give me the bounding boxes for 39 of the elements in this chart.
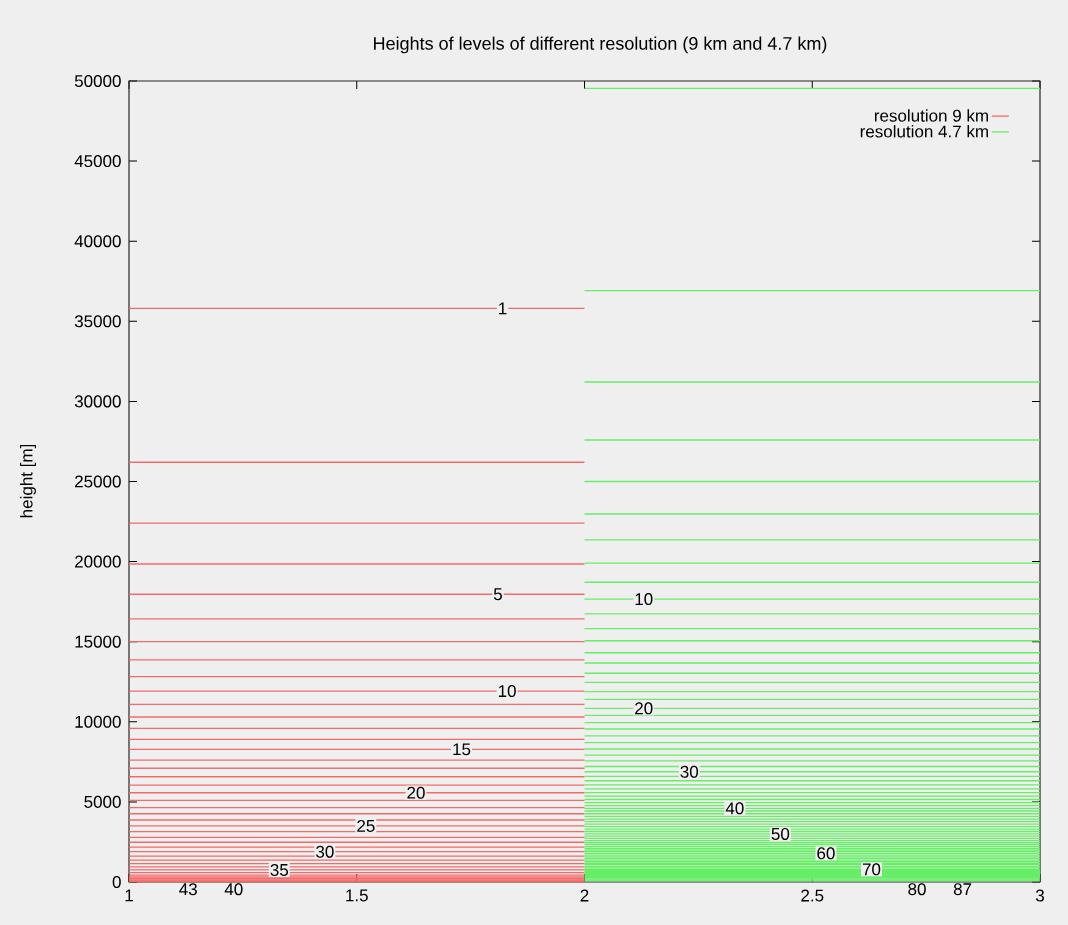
legend-label: resolution 4.7 km <box>860 125 988 138</box>
annotation: 20 <box>635 702 653 715</box>
annotation: 20 <box>407 786 425 799</box>
annotation: 60 <box>817 847 835 860</box>
annotation: 35 <box>270 863 289 876</box>
annotation: 43 <box>179 883 197 896</box>
annotation: 80 <box>908 883 926 896</box>
y-tick-label: 40000 <box>74 235 121 248</box>
annotation: 30 <box>316 845 334 858</box>
x-tick-label: 1 <box>125 889 133 902</box>
y-tick-label: 5000 <box>84 795 121 808</box>
y-tick-label: 45000 <box>74 155 121 168</box>
annotation: 10 <box>635 593 653 606</box>
annotation: 87 <box>953 883 972 896</box>
x-tick-label: 3 <box>1035 889 1044 902</box>
annotation: 15 <box>453 743 471 756</box>
legend-label: resolution 9 km <box>874 109 988 122</box>
annotation: 1 <box>499 302 507 315</box>
x-tick-label: 1.5 <box>346 889 368 902</box>
x-tick-label: 2.5 <box>801 889 824 902</box>
annotation: 5 <box>493 588 502 601</box>
y-tick-label: 50000 <box>74 74 121 88</box>
y-tick-label: 30000 <box>74 395 121 408</box>
y-tick-label: 15000 <box>75 635 121 648</box>
annotation: 40 <box>725 802 744 815</box>
y-tick-label: 20000 <box>75 555 121 568</box>
x-tick-label: 2 <box>580 889 589 902</box>
y-tick-label: 25000 <box>75 475 121 488</box>
annotation: 50 <box>771 827 790 840</box>
annotation: 30 <box>680 765 699 778</box>
y-tick-label: 0 <box>112 875 121 889</box>
y-tick-label: 35000 <box>74 315 121 328</box>
annotation: 40 <box>224 883 243 896</box>
annotation: 70 <box>862 863 881 876</box>
annotation: 10 <box>498 685 516 698</box>
y-tick-label: 10000 <box>75 715 121 728</box>
annotation: 25 <box>357 819 375 832</box>
y-axis-title: height [m] <box>20 444 36 518</box>
chart-title: Heights of levels of different resolution (9 km and 4.7 km) <box>374 36 827 54</box>
